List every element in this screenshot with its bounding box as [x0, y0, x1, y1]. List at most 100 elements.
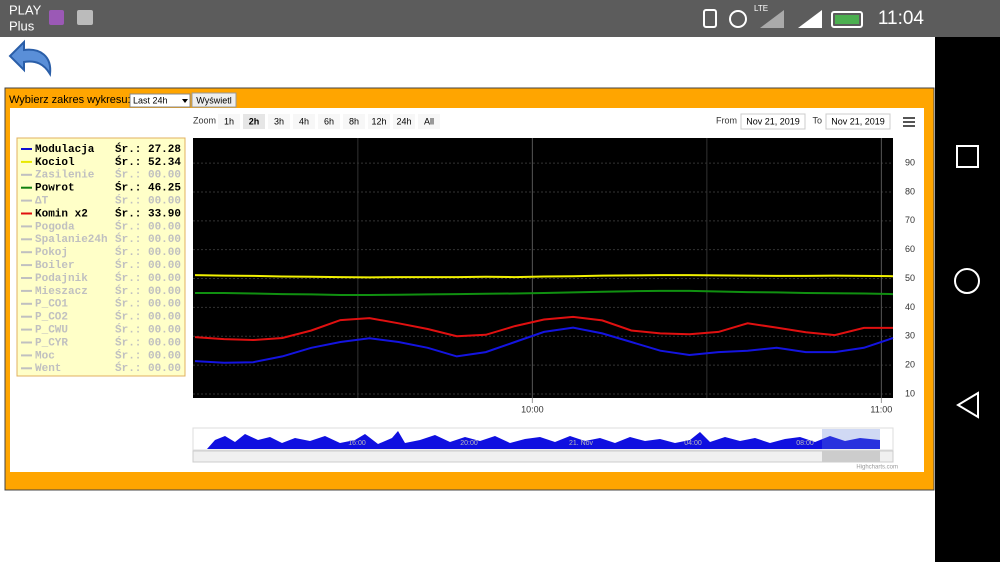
show-button[interactable] [191, 92, 237, 108]
legend-value: 33.90 [148, 208, 181, 220]
zoom-label: Zoom [193, 115, 216, 125]
zoom-button[interactable] [393, 114, 415, 129]
from-input[interactable] [740, 113, 806, 130]
zoom-button[interactable] [218, 114, 240, 129]
legend-name[interactable]: Kociol [35, 157, 75, 169]
legend-name[interactable]: Powrot [35, 183, 75, 195]
series-line [194, 326, 894, 364]
zoom-button[interactable] [418, 114, 440, 129]
legend-value: 00.00 [148, 273, 181, 285]
x-tick-label: 10:00 [521, 404, 544, 414]
legend-value: 00.00 [148, 337, 181, 349]
x-tick-label: 11:00 [870, 404, 892, 414]
legend-value: 00.00 [148, 260, 181, 272]
signal-icon [760, 10, 784, 28]
zoom-button[interactable] [243, 114, 265, 129]
from-label: From [716, 115, 737, 125]
legend-name[interactable]: Spalanie24h [35, 234, 108, 246]
legend-avg-label: Śr.: [115, 168, 141, 182]
to-date: Nov 21, 2019 [831, 116, 885, 126]
legend-name[interactable]: P_CO2 [35, 312, 68, 324]
legend-avg-label: Śr.: [115, 323, 141, 337]
nav-bar [935, 37, 1000, 562]
y-tick-label: 40 [905, 302, 915, 312]
zoom-button-label: 3h [274, 116, 284, 126]
range-select-value: Last 24h [133, 95, 168, 105]
zoom-button[interactable] [318, 114, 340, 129]
y-tick-label: 80 [905, 186, 915, 196]
legend-name[interactable]: Pokoj [35, 247, 68, 259]
legend-name[interactable]: P_CWU [35, 325, 68, 337]
legend [16, 137, 186, 377]
zoom-button-label: 1h [224, 116, 234, 126]
legend-value: 00.00 [148, 221, 181, 233]
zoom-button-label: 12h [371, 116, 386, 126]
legend-name[interactable]: Podajnik [35, 273, 88, 285]
scrollbar[interactable] [192, 450, 894, 463]
zoom-button-label: All [424, 116, 434, 126]
battery-icon [831, 11, 863, 28]
navigator-label: 21. Nov [569, 440, 594, 447]
legend-avg-label: Śr.: [115, 181, 141, 195]
zoom-button[interactable] [343, 114, 365, 129]
legend-value: 00.00 [148, 196, 181, 208]
y-tick-label: 10 [905, 388, 915, 398]
navigator-label: 20:00 [460, 440, 478, 447]
zoom-button-label: 6h [324, 116, 334, 126]
credits: Highcharts.com [856, 465, 898, 471]
to-input[interactable] [825, 113, 891, 130]
y-tick-label: 50 [905, 273, 915, 283]
legend-value: 00.00 [148, 170, 181, 182]
scrollbar-thumb[interactable] [822, 451, 880, 462]
home-button[interactable] [954, 268, 980, 294]
back-button[interactable] [956, 391, 979, 419]
legend-value: 00.00 [148, 299, 181, 311]
legend-avg-label: Śr.: [115, 219, 141, 233]
zoom-button-label: 8h [349, 116, 359, 126]
legend-avg-label: Śr.: [115, 155, 141, 169]
to-label: To [812, 115, 822, 125]
legend-name[interactable]: Pogoda [35, 221, 75, 233]
legend-avg-label: Śr.: [115, 297, 141, 311]
legend-name[interactable]: Moc [35, 350, 55, 362]
navigator-selection[interactable] [822, 429, 880, 449]
legend-value: 27.28 [148, 144, 181, 156]
range-select[interactable] [129, 93, 191, 108]
legend-avg-label: Śr.: [115, 194, 141, 208]
zoom-button[interactable] [368, 114, 390, 129]
legend-name[interactable]: Komin x2 [35, 208, 88, 220]
carrier: Plus [9, 18, 35, 33]
legend-value: 52.34 [148, 157, 181, 169]
legend-value: 00.00 [148, 286, 181, 298]
series-line [194, 274, 894, 279]
menu-icon[interactable] [903, 117, 915, 127]
series-line [194, 315, 893, 342]
select-arrow [182, 99, 188, 103]
zoom-button[interactable] [293, 114, 315, 129]
legend-avg-label: Śr.: [115, 206, 141, 220]
series-line [195, 289, 894, 296]
legend-name[interactable]: Went [35, 363, 61, 375]
zoom-button[interactable] [268, 114, 290, 129]
legend-avg-label: Śr.: [115, 258, 141, 272]
legend-value: 46.25 [148, 183, 181, 195]
back-arrow[interactable] [8, 39, 52, 78]
show-button-label: Wyświetl [196, 95, 231, 105]
legend-avg-label: Śr.: [115, 245, 141, 259]
zoom-button-label: 24h [396, 116, 411, 126]
legend-name[interactable]: Modulacja [35, 144, 95, 156]
recents-button[interactable] [956, 145, 979, 168]
battery-level [835, 15, 859, 24]
y-tick-label: 20 [905, 359, 915, 369]
legend-name[interactable]: P_CO1 [35, 299, 68, 311]
navigator-label: 08:00 [796, 440, 814, 447]
legend-name[interactable]: Boiler [35, 260, 75, 272]
legend-name[interactable]: Mieszacz [35, 286, 88, 298]
legend-value: 00.00 [148, 363, 181, 375]
legend-name[interactable]: ΔT [35, 196, 49, 208]
legend-name[interactable]: P_CYR [35, 337, 68, 349]
legend-name[interactable]: Zasilenie [35, 170, 95, 182]
status-bar [0, 0, 1000, 37]
legend-value: 00.00 [148, 325, 181, 337]
notification-icon [77, 10, 93, 25]
